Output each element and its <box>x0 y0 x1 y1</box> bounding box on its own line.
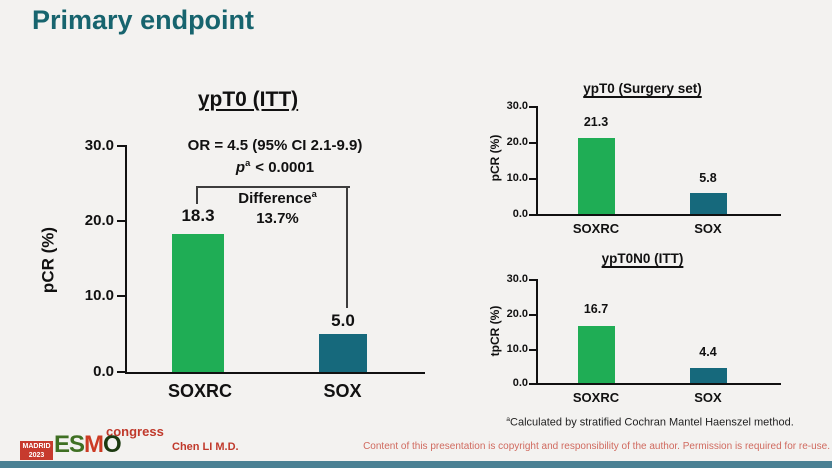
main-chart-plot-area <box>127 146 421 372</box>
y-tick <box>117 145 125 147</box>
esmo-wordmark: ESMO <box>54 431 122 458</box>
x-category-sox: SOX <box>694 221 722 236</box>
y-tick <box>117 220 125 222</box>
main-chart-y-axis-line <box>125 145 127 373</box>
difference-label: Differencea <box>238 189 317 207</box>
bar-sox <box>690 193 727 214</box>
n0-chart-y-axis-label: tpCR (%) <box>488 305 502 357</box>
bottom-accent-band <box>0 461 832 468</box>
p-symbol: p <box>235 159 246 176</box>
surgery-chart-title: ypT0 (Surgery set) <box>583 81 702 96</box>
esmo-congress-logo: congress MADRID 2023 ESMO <box>20 424 165 462</box>
y-tick <box>117 371 125 373</box>
difference-bracket-right-line <box>346 186 348 308</box>
x-category-soxrc: SOXRC <box>167 381 232 401</box>
bar-value-soxrc: 21.3 <box>583 115 609 129</box>
y-tick <box>529 214 536 216</box>
logo-city: MADRID <box>22 443 51 450</box>
x-category-soxrc: SOXRC <box>572 221 620 236</box>
y-tick <box>529 178 536 180</box>
y-tick <box>117 295 125 297</box>
bar-soxrc <box>578 138 615 214</box>
presenter-name: Chen LI M.D. <box>172 441 239 453</box>
n0-chart-plot-area <box>538 280 775 383</box>
n0-chart-title: ypT0N0 (ITT) <box>601 251 684 266</box>
bar-value-sox: 4.4 <box>699 345 717 359</box>
surgery-chart-x-axis-line <box>536 214 781 216</box>
logo-year: 2023 <box>28 451 45 459</box>
surgery-chart-plot-area <box>538 107 775 214</box>
difference-value: 13.7% <box>256 210 299 227</box>
copyright-disclaimer: Content of this presentation is copyrigh… <box>363 441 830 452</box>
y-tick <box>529 349 536 351</box>
statistical-method-footnote: aCalculated by stratified Cochran Mantel… <box>506 416 794 429</box>
p-value-text: < 0.0001 <box>255 159 315 176</box>
y-tick <box>529 314 536 316</box>
y-tick-label: 10.0 <box>506 343 528 355</box>
y-tick <box>529 106 536 108</box>
difference-bracket <box>196 186 350 204</box>
y-tick-label: 0.0 <box>512 208 528 220</box>
main-chart-title: ypT0 (ITT) <box>197 88 299 111</box>
logo-city-year-badge: MADRID 2023 <box>20 441 53 460</box>
page-title: Primary endpoint <box>32 5 255 35</box>
n0-chart-y-axis-line <box>536 279 538 384</box>
bar-value-sox: 5.8 <box>699 171 717 185</box>
bar-value-soxrc: 18.3 <box>181 206 215 225</box>
difference-superscript: a <box>311 189 317 199</box>
x-category-sox: SOX <box>323 381 362 401</box>
y-tick <box>529 279 536 281</box>
y-tick-label: 30.0 <box>84 137 114 154</box>
bar-value-sox: 5.0 <box>331 311 355 330</box>
surgery-chart-y-axis-label: pCR (%) <box>488 134 502 182</box>
bar-sox <box>319 334 367 372</box>
x-category-soxrc: SOXRC <box>572 390 620 405</box>
y-tick-label: 20.0 <box>506 308 528 320</box>
main-chart-y-axis-label: pCR (%) <box>38 226 58 294</box>
y-tick-label: 10.0 <box>506 172 528 184</box>
main-chart-p-value: pa < 0.0001 <box>145 158 405 176</box>
bar-value-soxrc: 16.7 <box>583 302 609 316</box>
bar-soxrc <box>578 325 615 383</box>
y-tick-label: 30.0 <box>506 273 528 285</box>
bar-soxrc <box>172 234 224 372</box>
footnote-superscript: a <box>506 416 511 423</box>
n0-chart-x-axis-line <box>536 383 781 385</box>
bar-sox <box>690 367 727 383</box>
y-tick-label: 0.0 <box>93 363 114 380</box>
y-tick-label: 20.0 <box>84 212 114 229</box>
y-tick <box>529 383 536 385</box>
y-tick-label: 20.0 <box>506 136 528 148</box>
logo-event-text: congress <box>106 424 164 439</box>
y-tick-label: 10.0 <box>84 287 114 304</box>
main-chart-x-axis-line <box>125 372 425 374</box>
y-tick-label: 0.0 <box>512 377 528 389</box>
p-superscript: a <box>245 158 251 168</box>
y-tick <box>529 142 536 144</box>
y-tick-label: 30.0 <box>506 100 528 112</box>
x-category-sox: SOX <box>694 390 722 405</box>
surgery-chart-y-axis-line <box>536 106 538 216</box>
main-chart-or-stat: OR = 4.5 (95% CI 2.1-9.9) <box>187 137 363 154</box>
